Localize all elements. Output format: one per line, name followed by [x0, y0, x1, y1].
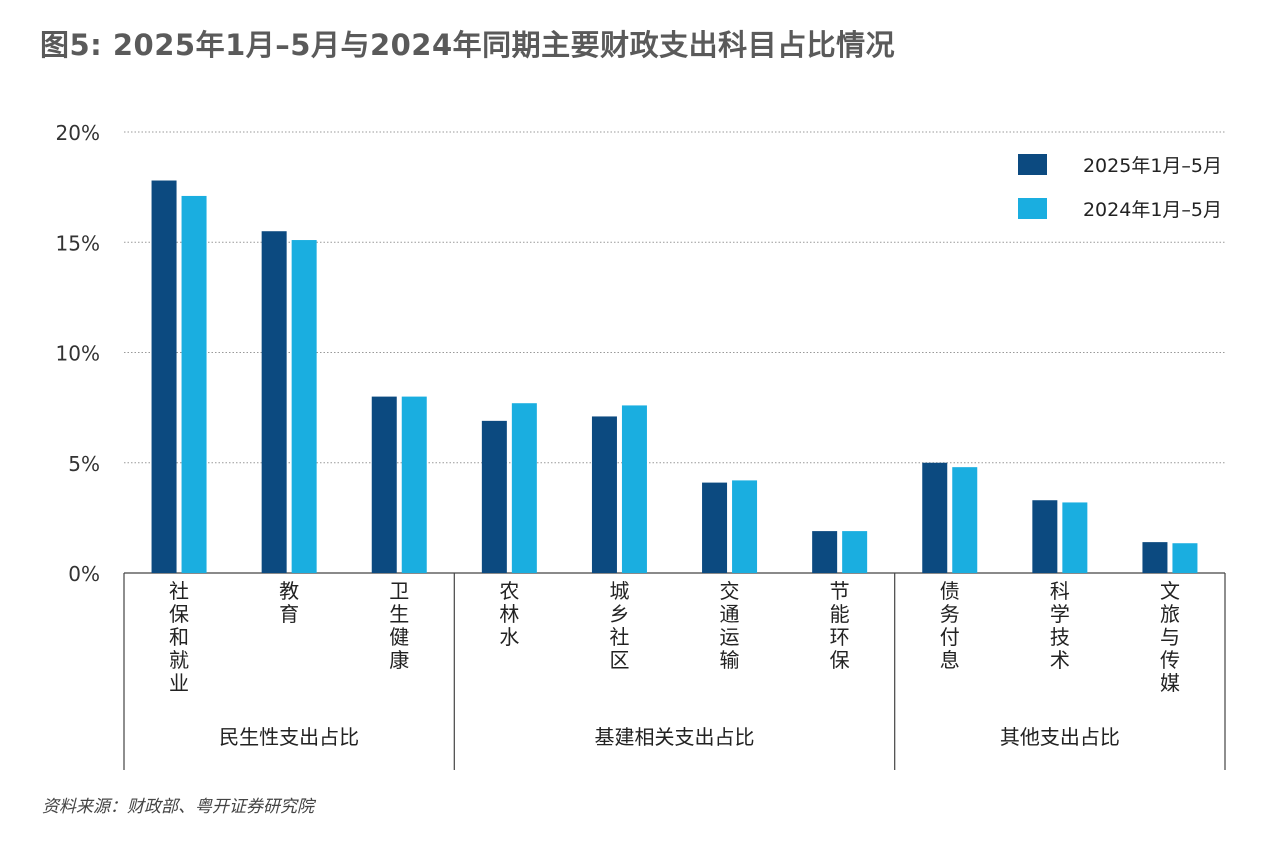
bar-2025 [1032, 500, 1058, 573]
category-label-char: 节 [830, 579, 850, 603]
legend-swatch [1018, 198, 1047, 219]
category-label-char: 学 [1050, 602, 1070, 626]
bar-2025 [702, 482, 728, 573]
bar-2024 [401, 396, 427, 573]
category-label-char: 通 [720, 602, 740, 626]
group-label: 基建相关支出占比 [595, 725, 755, 749]
category-label-char: 农 [499, 579, 519, 603]
category-label-char: 保 [830, 648, 850, 672]
chart-title: 图5: 2025年1月–5月与2024年同期主要财政支出科目占比情况 [40, 28, 896, 62]
source-note: 资料来源：财政部、粤开证券研究院 [42, 797, 314, 817]
bar-2024 [732, 480, 758, 573]
bar-2024 [181, 195, 207, 573]
category-label-char: 林 [499, 602, 519, 626]
bar-2025 [151, 180, 177, 573]
bar-2024 [621, 405, 647, 573]
y-tick-label: 15% [56, 231, 100, 255]
legend-swatch [1018, 154, 1047, 175]
category-label-char: 与 [1160, 625, 1180, 649]
category-label-char: 旅 [1160, 602, 1180, 626]
category-label-char: 息 [940, 648, 960, 672]
category-label-char: 债 [940, 579, 960, 603]
category-label-char: 科 [1050, 579, 1070, 603]
category-label-char: 文 [1160, 579, 1180, 603]
category-label-char: 水 [499, 625, 519, 649]
category-label-char: 技 [1050, 625, 1070, 649]
category-label-char: 区 [609, 648, 629, 672]
category-label-char: 乡 [609, 602, 629, 626]
category-label-char: 业 [169, 671, 189, 695]
category-label-char: 媒 [1160, 671, 1180, 695]
bar-2025 [591, 416, 617, 573]
y-tick-label: 0% [68, 562, 100, 586]
y-tick-label: 10% [56, 342, 100, 366]
category-label-char: 交 [720, 579, 740, 603]
bar-2025 [812, 531, 838, 573]
bar-2024 [952, 467, 978, 573]
bar-2025 [481, 420, 507, 573]
category-label-char: 术 [1050, 648, 1070, 672]
category-label-char: 健 [389, 625, 409, 649]
category-label-char: 环 [830, 625, 850, 649]
category-label-char: 卫 [389, 579, 409, 603]
bar-2024 [511, 403, 537, 573]
category-label-char: 城 [609, 579, 629, 603]
category-label-char: 和 [169, 625, 189, 649]
bar-2025 [922, 462, 948, 573]
category-label-char: 运 [720, 625, 740, 649]
category-label-char: 就 [169, 648, 189, 672]
group-label: 其他支出占比 [1000, 725, 1120, 749]
group-label: 民生性支出占比 [219, 725, 359, 749]
category-label-char: 社 [609, 625, 629, 649]
category-label-char: 社 [169, 579, 189, 603]
bar-2025 [261, 231, 287, 573]
category-label-char: 输 [720, 648, 740, 672]
category-label-char: 务 [940, 602, 960, 626]
category-label-char: 付 [940, 625, 960, 649]
category-label-char: 生 [389, 602, 409, 626]
bar-2024 [842, 531, 868, 573]
bar-2024 [291, 240, 317, 574]
category-label-char: 教 [279, 579, 299, 603]
legend-label: 2025年1月–5月 [1083, 155, 1222, 177]
category-label-char: 传 [1160, 648, 1180, 672]
category-label-char: 育 [279, 602, 299, 626]
bar-2024 [1172, 543, 1198, 573]
category-label-char: 能 [830, 602, 850, 626]
y-tick-label: 20% [56, 121, 100, 145]
bar-2025 [371, 396, 397, 573]
bar-2024 [1062, 502, 1088, 573]
bar-2025 [1142, 542, 1168, 573]
legend-label: 2024年1月–5月 [1083, 199, 1222, 221]
category-label-char: 保 [169, 602, 189, 626]
y-tick-label: 5% [68, 452, 100, 476]
category-label-char: 康 [389, 648, 409, 672]
